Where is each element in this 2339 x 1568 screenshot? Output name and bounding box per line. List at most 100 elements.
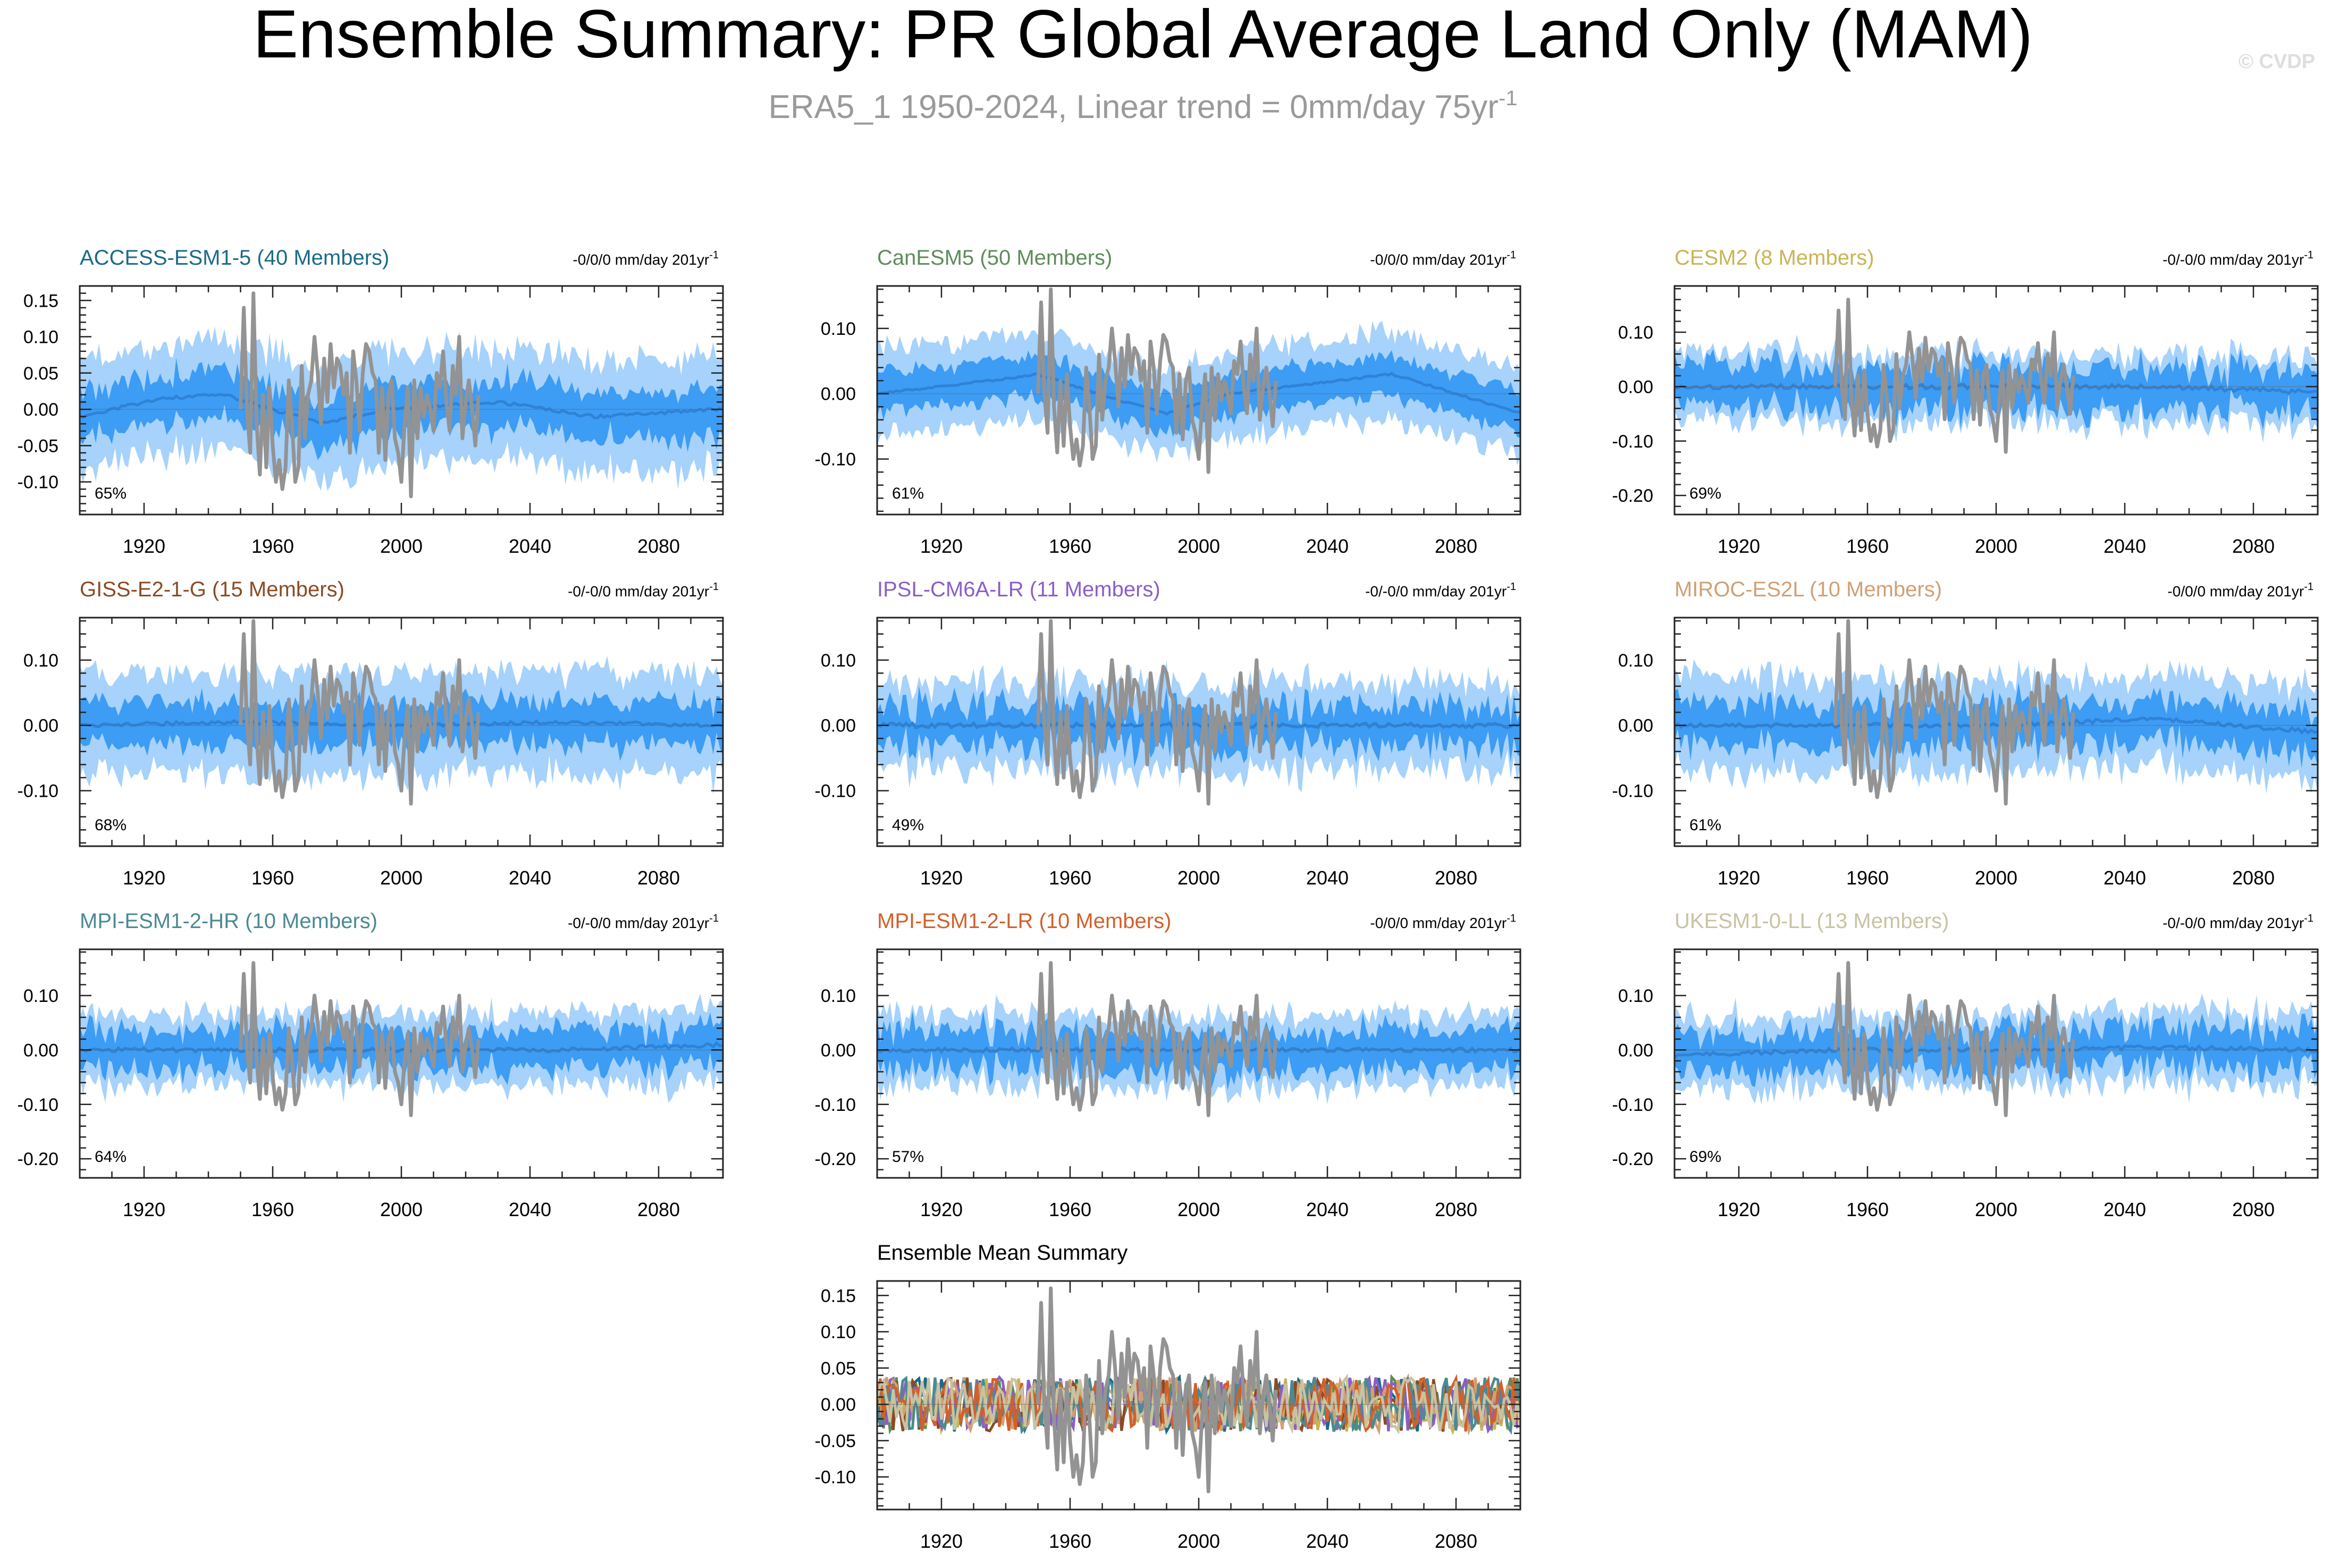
panel-title: IPSL-CM6A-LR (11 Members) [877,578,1160,601]
percent-label: 64% [95,1148,127,1166]
y-tick-label: -0.05 [815,1431,856,1451]
panel-ipsl-cm6a-lr: 1920 1960 2000 2040 2080 -0.10 0.00 0.10 IPSL-CM… [815,578,1521,889]
x-tick-label: 1960 [1049,1199,1091,1220]
y-tick-label: 0.05 [821,1359,856,1379]
panel-title: GISS-E2-1-G (15 Members) [80,578,344,601]
x-tick-label: 2040 [1306,1199,1349,1220]
trend-label-text: -0/-0/0 mm/day 201yr [568,583,709,600]
plot-area [1675,298,2318,454]
ensemble-mean-line [80,393,723,426]
trend-label-superscript: -1 [2304,913,2313,924]
x-tick-label: 2000 [1177,1199,1220,1220]
page-title: Ensemble Summary: PR Global Average Land… [253,0,2033,72]
x-tick-label: 1960 [1846,1199,1889,1220]
x-tick-label: 1960 [1049,1530,1091,1552]
x-tick-label: 2080 [637,1199,680,1220]
plot-area [877,619,1520,806]
x-tick-label: 1960 [251,867,294,889]
y-tick-label: 0.00 [1618,716,1653,736]
x-tick-label: 2000 [1975,867,2017,889]
trend-label: -0/-0/0 mm/day 201yr-1 [568,581,719,600]
panel-title: MPI-ESM1-2-HR (10 Members) [80,909,377,933]
x-tick-label: 2040 [509,867,551,889]
x-tick-label: 2080 [637,867,680,889]
y-tick-label: 0.00 [821,384,856,404]
y-tick-label: -0.20 [815,1149,856,1169]
trend-label: -0/0/0 mm/day 201yr-1 [573,249,719,268]
y-tick-label: -0.10 [18,781,59,802]
x-tick-label: 1920 [920,1530,963,1552]
x-tick-label: 2000 [380,867,423,889]
observation-line [1036,961,1278,1117]
panel-mpi-esm1-2-lr: 1920 1960 2000 2040 2080 -0.20 -0.10 0.00 0.10 MP… [815,909,1521,1220]
y-tick-label: 0.10 [821,651,856,671]
x-tick-label: 2000 [380,535,423,557]
observation-line [1833,298,2075,454]
y-tick-label: 0.00 [821,1395,856,1415]
x-tick-label: 2040 [2104,867,2146,889]
watermark: © CVDP [2239,50,2315,73]
y-tick-label: -0.10 [815,450,856,470]
y-tick-label: 0.00 [1618,1040,1653,1060]
plot-area [877,287,1520,474]
x-tick-label: 1960 [1049,867,1091,889]
x-tick-label: 2040 [509,535,551,557]
observation-line [1833,961,2075,1117]
observation-line [239,961,481,1117]
percent-label: 57% [892,1148,924,1166]
trend-label-text: -0/0/0 mm/day 201yr [1370,251,1507,268]
series-line-ukesm1-0-ll [877,1373,1520,1435]
percent-label: 65% [95,485,127,502]
panel-title: CanESM5 (50 Members) [877,246,1112,269]
x-tick-label: 2000 [1177,867,1220,889]
y-tick-label: 0.05 [23,364,58,384]
panel-title: ACCESS-ESM1-5 (40 Members) [80,246,389,269]
y-tick-label: 0.10 [1618,651,1653,671]
x-tick-label: 2000 [1177,535,1220,557]
percent-label: 61% [1689,816,1721,834]
panel-ukesm1-0-ll: 1920 1960 2000 2040 2080 -0.20 -0.10 0.00 0.10 UK… [1612,909,2319,1220]
trend-label-superscript: -1 [1507,249,1516,261]
y-tick-label: -0.10 [1612,781,1654,802]
y-tick-label: 0.00 [23,1040,58,1060]
plot-area [1675,619,2318,806]
trend-label-text: -0/-0/0 mm/day 201yr [568,915,709,931]
x-tick-label: 1960 [1846,867,1889,889]
percent-label: 69% [1689,485,1721,502]
y-tick-label: 0.10 [1618,986,1653,1006]
trend-label: -0/-0/0 mm/day 201yr-1 [1365,581,1516,600]
y-tick-label: -0.10 [1612,1095,1654,1115]
trend-label-text: -0/0/0 mm/day 201yr [2167,583,2304,600]
panel-ensemble: 1920 1960 2000 2040 2080 -0.10 -0.05 0.00 0.05 0.… [815,1241,1521,1552]
y-tick-label: -0.05 [18,436,59,456]
y-tick-label: 0.00 [23,400,58,420]
x-tick-label: 2080 [1435,1530,1477,1552]
observation-line [1036,619,1278,806]
plot-area [80,961,723,1117]
x-tick-label: 2000 [1177,1530,1220,1552]
x-tick-label: 1960 [251,1199,294,1220]
y-tick-label: -0.20 [18,1149,59,1169]
panel-title: CESM2 (8 Members) [1675,246,1874,269]
x-tick-label: 2080 [637,535,680,557]
y-tick-label: 0.10 [23,327,58,348]
trend-label-superscript: -1 [1507,581,1516,593]
percent-label: 69% [1689,1148,1721,1166]
y-tick-label: 0.10 [23,986,58,1006]
x-tick-label: 2080 [1435,535,1477,557]
y-tick-label: 0.00 [23,716,58,736]
ensemble-mean-line [877,372,1520,416]
y-tick-label: 0.10 [821,319,856,339]
x-tick-label: 1920 [1718,867,1760,889]
observation-line [239,291,481,499]
x-tick-label: 1960 [251,535,294,557]
trend-label: -0/-0/0 mm/day 201yr-1 [2163,249,2313,268]
x-tick-label: 2040 [1306,867,1349,889]
plot-area [1675,961,2318,1117]
trend-label: -0/0/0 mm/day 201yr-1 [2167,581,2313,600]
subtitle-text: ERA5_1 1950-2024, Linear trend = 0mm/day… [768,89,1498,125]
percent-label: 61% [892,485,924,502]
x-tick-label: 1920 [920,1199,963,1220]
plot-area [80,619,723,806]
trend-label-text: -0/-0/0 mm/day 201yr [2163,915,2304,931]
